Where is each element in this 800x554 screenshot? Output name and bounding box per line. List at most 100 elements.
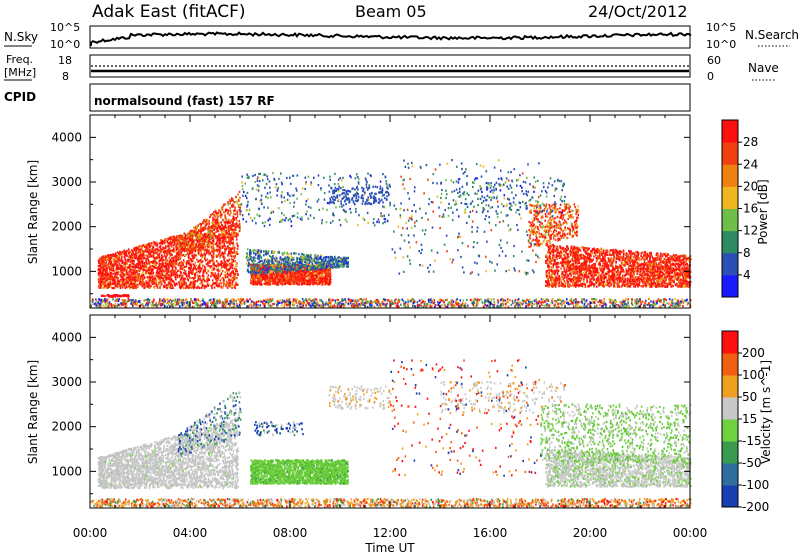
data-cell (219, 249, 222, 252)
data-cell (132, 265, 134, 268)
data-cell (284, 260, 287, 263)
data-cell (119, 250, 121, 254)
data-cell (178, 253, 180, 256)
data-cell (200, 238, 202, 241)
data-cell (167, 248, 169, 251)
data-cell (113, 264, 116, 267)
data-cell (147, 257, 149, 260)
data-cell (185, 237, 187, 240)
data-cell (228, 198, 231, 201)
data-cell (110, 268, 113, 271)
data-cell (232, 199, 234, 202)
data-cell (216, 214, 218, 217)
data-cell (234, 272, 236, 275)
data-cell (237, 199, 240, 202)
data-cell (229, 243, 231, 246)
data-cell (103, 286, 105, 289)
data-cell (206, 283, 209, 287)
data-cell (301, 283, 303, 286)
data-cell (204, 256, 206, 259)
data-cell (227, 233, 229, 236)
data-cell (147, 249, 149, 252)
data-cell (311, 276, 313, 279)
data-cell (329, 282, 331, 285)
data-cell (174, 269, 177, 272)
data-cell (196, 236, 199, 239)
data-cell (266, 261, 269, 264)
data-cell (215, 284, 218, 287)
data-cell (200, 254, 202, 257)
data-cell (218, 282, 220, 285)
data-cell (100, 274, 103, 277)
data-cell (194, 246, 196, 249)
data-cell (223, 225, 226, 228)
data-cell (128, 254, 131, 257)
data-cell (321, 280, 323, 283)
data-cell (98, 261, 100, 264)
data-cell (154, 259, 157, 262)
data-cell (211, 266, 214, 269)
data-cell (231, 286, 233, 289)
data-cell (228, 232, 231, 235)
data-cell (316, 263, 319, 266)
data-cell (225, 267, 228, 270)
data-cell (250, 252, 252, 255)
data-cell (188, 234, 191, 237)
data-cell (294, 282, 296, 285)
data-cell (205, 236, 207, 239)
data-cell (296, 278, 298, 281)
data-cell (258, 277, 261, 280)
data-cell (127, 256, 130, 259)
data-cell (196, 232, 199, 235)
data-cell (232, 235, 235, 238)
data-cell (319, 282, 321, 285)
data-cell (220, 236, 223, 239)
data-cell (264, 258, 267, 261)
data-cell (278, 275, 280, 278)
data-cell (201, 222, 204, 225)
data-cell (163, 280, 166, 283)
data-cell (191, 280, 193, 283)
data-cell (172, 260, 174, 263)
data-cell (291, 281, 293, 284)
data-cell (132, 256, 135, 259)
data-cell (167, 273, 169, 276)
data-cell (120, 280, 122, 283)
data-cell (332, 261, 335, 265)
data-cell (326, 278, 329, 281)
data-cell (140, 256, 143, 259)
data-cell (99, 279, 101, 282)
data-cell (130, 279, 132, 282)
data-cell (196, 249, 198, 252)
data-cell (216, 220, 219, 223)
data-cell (206, 270, 209, 273)
data-cell (107, 254, 109, 257)
data-cell (202, 244, 205, 247)
data-cell (154, 244, 157, 247)
data-cell (183, 272, 185, 275)
data-cell (121, 284, 124, 287)
data-cell (175, 238, 178, 241)
data-cell (210, 227, 213, 230)
data-cell (222, 265, 224, 268)
data-cell (282, 272, 284, 276)
data-cell (108, 282, 111, 285)
data-cell (153, 240, 155, 243)
data-cell (219, 210, 222, 213)
data-cell (316, 280, 319, 283)
data-cell (250, 267, 252, 270)
data-cell (227, 246, 229, 249)
data-cell (209, 251, 212, 254)
data-cell (143, 254, 145, 257)
data-cell (167, 238, 170, 241)
data-cell (217, 226, 220, 229)
data-cell (263, 260, 266, 263)
data-cell (158, 264, 160, 267)
data-cell (301, 274, 304, 277)
data-cell (152, 250, 155, 253)
data-cell (161, 280, 164, 283)
data-cell (143, 263, 146, 266)
data-cell (290, 265, 293, 268)
data-cell (293, 263, 296, 266)
data-cell (128, 251, 131, 255)
